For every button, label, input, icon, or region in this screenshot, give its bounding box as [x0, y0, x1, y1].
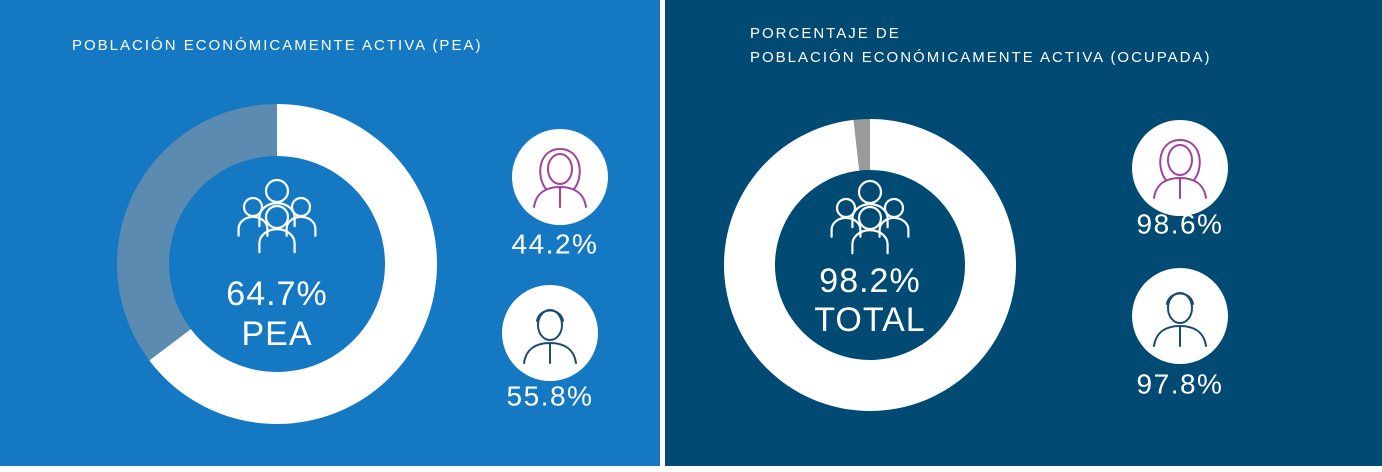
donut-track: [117, 104, 277, 361]
icon-hair: [1159, 138, 1201, 181]
icon-hair: [536, 309, 564, 322]
icon-badge: [512, 129, 608, 225]
icon-body: [851, 229, 889, 255]
icon-badge: [502, 285, 598, 381]
icon-body: [285, 215, 317, 237]
icon-body: [878, 216, 910, 238]
icon-head: [547, 153, 573, 185]
icon-body: [830, 216, 862, 238]
icon-head: [1167, 144, 1193, 176]
icon-body: [533, 185, 587, 208]
icon-badge: [1132, 120, 1228, 216]
panel: PORCENTAJE DE POBLACIÓN ECONÓMICAMENTE AC…: [665, 0, 1382, 466]
donut-arc: [149, 104, 438, 425]
icon-hair: [539, 147, 581, 190]
center-label: PEA: [241, 315, 312, 353]
panel-background: [665, 0, 1382, 466]
panel-title: POBLACIÓN ECONÓMICAMENTE ACTIVA (OCUPADA…: [750, 49, 1212, 66]
center-value: 98.2%: [819, 262, 920, 300]
panel: POBLACIÓN ECONÓMICAMENTE ACTIVA (PEA) 64.…: [0, 0, 660, 466]
icon-body: [1153, 176, 1207, 199]
breakdown-value: 44.2%: [512, 228, 599, 259]
panel-title: POBLACIÓN ECONÓMICAMENTE ACTIVA (PEA): [72, 37, 482, 54]
icon-hair: [1166, 292, 1194, 305]
donut-arc: [723, 119, 1016, 411]
center-label: TOTAL: [814, 301, 925, 339]
center-value: 64.7%: [226, 275, 327, 313]
icon-body: [1153, 324, 1207, 347]
breakdown-value: 55.8%: [507, 380, 594, 411]
icon-body: [258, 228, 296, 254]
icon-badge: [1132, 268, 1228, 364]
breakdown-value: 97.8%: [1137, 368, 1224, 399]
breakdown-value: 98.6%: [1137, 208, 1224, 239]
panel-title: PORCENTAJE DE: [750, 25, 901, 42]
icon-body: [237, 215, 269, 237]
icon-body: [523, 341, 577, 364]
donut-track: [853, 119, 870, 171]
